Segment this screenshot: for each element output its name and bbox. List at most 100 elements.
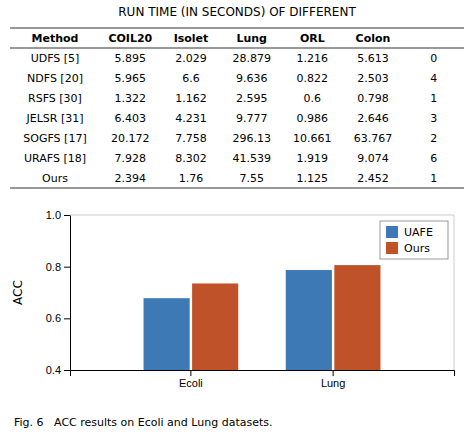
table-header: Colon	[356, 32, 391, 45]
x-tick-label: Lung	[321, 377, 345, 389]
y-axis: 0.4 0.6 0.8 1.0	[46, 209, 71, 376]
table-cell: 6.403	[115, 112, 147, 125]
table-cell: 6	[430, 152, 437, 165]
table-cell: 1	[430, 92, 437, 105]
table: RUN TIME (IN SECONDS) OF DIFFERENT Method…	[10, 5, 464, 188]
table-cell: UDFS [5]	[31, 52, 80, 65]
table-cell: 2.646	[357, 112, 389, 125]
table-header: Method	[32, 32, 79, 45]
legend-swatch	[386, 226, 398, 238]
table-cell: 1.125	[297, 172, 329, 185]
x-tick: Ecoli	[179, 370, 203, 389]
table-header: Isolet	[174, 32, 209, 45]
x-tick: Lung	[321, 370, 345, 389]
table-rule	[10, 48, 464, 49]
y-tick-label: 0.8	[46, 261, 61, 273]
y-axis-line	[64, 216, 71, 371]
table-cell: 296.13	[232, 132, 271, 145]
table-cell: RSFS [30]	[28, 92, 82, 105]
table-cell: 4	[430, 72, 437, 85]
y-tick-label: 0.4	[46, 364, 61, 376]
table-cell: 2.503	[357, 72, 389, 85]
table-cell: 5.965	[115, 72, 147, 85]
legend-entry: Ours	[386, 242, 430, 255]
table-cell: 4.231	[175, 112, 207, 125]
table-cell: 0.798	[357, 92, 389, 105]
caption: Fig. 6 ACC results on Ecoli and Lung dat…	[14, 416, 272, 429]
bar	[334, 265, 380, 370]
table-header: Lung	[236, 32, 267, 45]
legend-swatch	[386, 242, 398, 254]
table-cell: 5.895	[115, 52, 147, 65]
table-cell: 2.595	[236, 92, 268, 105]
table-cell: JELSR [31]	[25, 112, 83, 125]
table-cell: 2	[430, 132, 437, 145]
table-cell: Ours	[42, 172, 68, 185]
legend-label: Ours	[404, 242, 430, 255]
y-axis-title: ACC	[11, 280, 25, 305]
table-cell: 9.636	[236, 72, 268, 85]
table-cell: 10.661	[293, 132, 332, 145]
table-cell: 1.216	[297, 52, 329, 65]
table-cell: 0.986	[297, 112, 329, 125]
y-tick-label: 1.0	[46, 209, 61, 221]
table-cell: 2.394	[115, 172, 147, 185]
figure: RUN TIME (IN SECONDS) OF DIFFERENT Method…	[0, 0, 474, 440]
table-cell: 7.928	[115, 152, 147, 165]
table-cell: 8.302	[175, 152, 207, 165]
table-cell: 0.822	[297, 72, 329, 85]
y-tick: 0.6	[46, 312, 70, 324]
table-cell: 9.074	[357, 152, 389, 165]
plot-frame	[70, 215, 454, 216]
table-cell: 0.6	[304, 92, 322, 105]
table-cell: 6.6	[182, 72, 200, 85]
table-cell: 1.76	[179, 172, 204, 185]
y-tick: 0.8	[46, 261, 70, 273]
table-header: COIL20	[108, 32, 152, 45]
table-cell: 2.452	[357, 172, 389, 185]
table-title: RUN TIME (IN SECONDS) OF DIFFERENT	[118, 5, 356, 19]
y-tick: 1.0	[46, 209, 70, 221]
table-cell: 1.919	[297, 152, 329, 165]
table-cell: 63.767	[354, 132, 393, 145]
table-cell: 28.879	[232, 52, 271, 65]
table-cell: 1	[430, 172, 437, 185]
x-tick-mark	[190, 370, 191, 376]
table-cell: 7.55	[239, 172, 264, 185]
table-cell: 41.539	[232, 152, 271, 165]
legend-box	[380, 221, 448, 259]
bar	[192, 283, 238, 370]
table-cell: 1.162	[175, 92, 207, 105]
bar	[286, 270, 332, 370]
table-cell: 1.322	[115, 92, 147, 105]
y-tick-mark	[64, 267, 70, 268]
legend-label: UAFE	[404, 226, 433, 239]
table-cell: 9.777	[236, 112, 268, 125]
y-tick-label: 0.6	[46, 312, 61, 324]
table-cell: 0	[430, 52, 437, 65]
y-tick-mark	[64, 215, 70, 216]
x-tick-label: Ecoli	[179, 377, 203, 389]
y-tick-mark	[64, 370, 70, 371]
table-cell: NDFS [20]	[27, 72, 83, 85]
table-cell: SOGFS [17]	[23, 132, 86, 145]
table-cell: 7.758	[175, 132, 207, 145]
table-cell: 5.613	[357, 52, 389, 65]
table-cell: URAFS [18]	[24, 152, 86, 165]
x-axis-line	[71, 371, 455, 377]
table-rule	[10, 188, 464, 189]
table-rule	[10, 28, 464, 29]
table-cell: 3	[430, 112, 437, 125]
x-axis: Ecoli Lung	[71, 370, 455, 389]
bars	[144, 265, 381, 370]
bar-chart: 0.4 0.6 0.8 1.0 Ecoli Lung ACC UAFE Ours	[11, 209, 455, 389]
table-header: ORL	[300, 32, 325, 45]
y-tick: 0.4	[46, 364, 70, 376]
x-tick-mark	[333, 370, 334, 376]
y-tick-mark	[64, 318, 70, 319]
legend: UAFE Ours	[380, 221, 448, 259]
table-cell: 2.029	[175, 52, 207, 65]
bar	[144, 298, 190, 370]
legend-entry: UAFE	[386, 226, 433, 239]
plot-frame	[454, 215, 455, 370]
